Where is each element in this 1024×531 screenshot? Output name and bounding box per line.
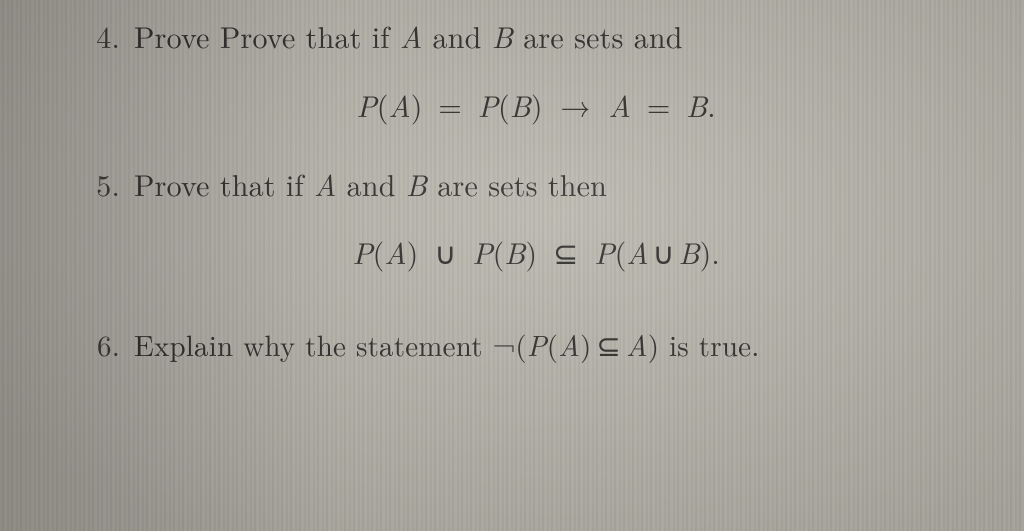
math-paren: ( — [498, 83, 510, 126]
math-var-a: A — [314, 162, 337, 205]
math-p: P — [478, 83, 498, 126]
math-paren: ( — [615, 230, 627, 273]
math-neg: ¬ — [493, 324, 516, 365]
math-paren: ) — [580, 324, 591, 365]
text-fragment: is true. — [659, 324, 759, 365]
problem-6: 6. Explain why the statement ¬(P(A)⊆A) i… — [88, 325, 984, 364]
math-paren: ( — [373, 230, 385, 273]
math-var-a: A — [626, 324, 648, 365]
math-var-b: B — [510, 83, 531, 126]
problem-text: Explain why the statement ¬(P(A)⊆A) is t… — [134, 325, 984, 364]
math-paren: ) — [648, 324, 659, 365]
math-arrow: → — [553, 83, 599, 126]
problem-5: 5. Prove that if A and B are sets then P… — [88, 164, 984, 274]
math-var-a: A — [609, 83, 631, 126]
math-paren: ( — [515, 324, 526, 365]
text-fragment: are sets then — [427, 162, 607, 205]
math-var-a: A — [400, 14, 423, 57]
text-fragment: and — [336, 162, 405, 205]
problem-6-prompt: 6. Explain why the statement ¬(P(A)⊆A) i… — [88, 325, 984, 364]
math-subset: ⊆ — [591, 324, 626, 365]
problem-number: 5. — [88, 164, 134, 205]
math-paren: ) — [525, 230, 537, 273]
math-var-b: B — [492, 14, 513, 57]
problem-4-equation: P(A) = P(B) → A = B. — [88, 83, 984, 126]
math-p: P — [352, 230, 372, 273]
math-var-a: A — [626, 230, 648, 273]
text-fragment: are sets and — [513, 14, 683, 57]
problem-5-prompt: 5. Prove that if A and B are sets then — [88, 164, 984, 205]
math-paren: ) — [407, 230, 419, 273]
problem-4: 4. Prove Prove that if A and B are sets … — [88, 16, 984, 126]
text-fragment: and — [422, 14, 491, 57]
math-eq: = — [641, 83, 676, 126]
math-p: P — [472, 230, 492, 273]
math-period: . — [711, 230, 719, 273]
math-var-b: B — [504, 230, 525, 273]
math-subset-glyph: ⊆ — [553, 230, 578, 273]
math-var-a: A — [384, 230, 406, 273]
problem-number: 4. — [88, 16, 134, 57]
problem-number: 6. — [88, 325, 134, 364]
math-union: ∪ — [649, 230, 679, 273]
math-p: P — [594, 230, 614, 273]
text-fragment: Prove that if — [134, 162, 314, 205]
math-eq: = — [432, 83, 467, 126]
math-paren: ) — [531, 83, 543, 126]
math-period: . — [707, 83, 715, 126]
math-p: P — [356, 83, 376, 126]
math-var-b: B — [686, 83, 707, 126]
math-p: P — [527, 324, 547, 365]
problem-text: Prove Prove that if A and B are sets and — [134, 16, 984, 57]
problem-text: Prove that if A and B are sets then — [134, 164, 984, 205]
math-paren: ( — [547, 324, 558, 365]
text-fragment: Explain why the statement — [134, 324, 493, 365]
math-subset: ⊆ — [547, 230, 584, 273]
math-var-b: B — [679, 230, 700, 273]
page-content: 4. Prove Prove that if A and B are sets … — [0, 0, 1024, 531]
math-var-b: B — [406, 162, 427, 205]
math-var-a: A — [558, 324, 580, 365]
math-paren: ( — [377, 83, 389, 126]
problem-4-prompt: 4. Prove Prove that if A and B are sets … — [88, 16, 984, 57]
problem-5-equation: P(A) ∪ P(B) ⊆ P(A∪B). — [88, 230, 984, 273]
math-union: ∪ — [428, 230, 462, 273]
math-paren: ) — [700, 230, 712, 273]
math-paren: ( — [493, 230, 505, 273]
math-var-a: A — [388, 83, 410, 126]
text-fragment: Prove Prove that if — [134, 14, 400, 57]
math-paren: ) — [411, 83, 423, 126]
